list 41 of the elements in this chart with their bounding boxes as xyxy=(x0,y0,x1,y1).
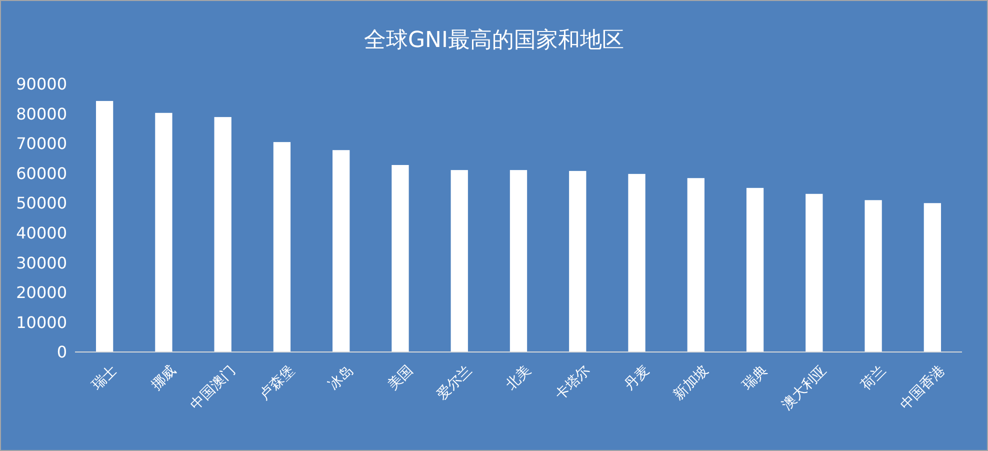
bar xyxy=(569,170,586,352)
x-tick-label: 挪威 xyxy=(148,362,180,394)
bar xyxy=(746,188,764,352)
bar xyxy=(687,178,704,352)
x-tick-label: 冰岛 xyxy=(326,362,357,394)
y-tick-label: 80000 xyxy=(16,104,67,124)
x-tick-label: 新加坡 xyxy=(670,362,712,404)
bar xyxy=(450,170,468,352)
bar xyxy=(510,170,528,352)
y-tick-label: 50000 xyxy=(16,194,67,213)
bar xyxy=(332,150,350,352)
bar xyxy=(96,100,114,352)
y-tick-label: 20000 xyxy=(16,283,67,302)
bar xyxy=(214,117,232,352)
x-tick-label: 美国 xyxy=(384,362,416,394)
bar xyxy=(864,200,882,352)
y-tick-label: 60000 xyxy=(16,164,67,183)
x-tick-label: 丹麦 xyxy=(621,362,653,394)
x-tick-label: 北美 xyxy=(503,362,534,394)
bar xyxy=(392,164,409,352)
y-tick-label: 0 xyxy=(56,342,67,362)
y-tick-label: 30000 xyxy=(16,253,67,272)
chart-title: 全球GNI最高的国家和地区 xyxy=(364,28,624,53)
x-tick-label: 瑞典 xyxy=(740,362,771,394)
bar xyxy=(924,203,942,352)
x-tick-label: 中国香港 xyxy=(897,362,948,414)
x-tick-label: 荷兰 xyxy=(858,362,890,394)
x-tick-label: 瑞士 xyxy=(89,362,120,394)
x-tick-label: 卡塔尔 xyxy=(552,362,594,404)
x-tick-label: 爱尔兰 xyxy=(434,362,476,404)
y-tick-label: 70000 xyxy=(16,134,67,154)
y-tick-label: 10000 xyxy=(16,312,67,332)
y-tick-label: 90000 xyxy=(16,74,67,94)
bar xyxy=(155,112,172,352)
bar xyxy=(273,142,291,352)
x-tick-label: 澳大利亚 xyxy=(779,362,830,414)
bar xyxy=(806,194,823,352)
y-tick-label: 40000 xyxy=(16,223,67,242)
bar xyxy=(628,174,646,352)
x-tick-label: 中国澳门 xyxy=(188,362,239,414)
x-tick-label: 卢森堡 xyxy=(256,362,298,404)
